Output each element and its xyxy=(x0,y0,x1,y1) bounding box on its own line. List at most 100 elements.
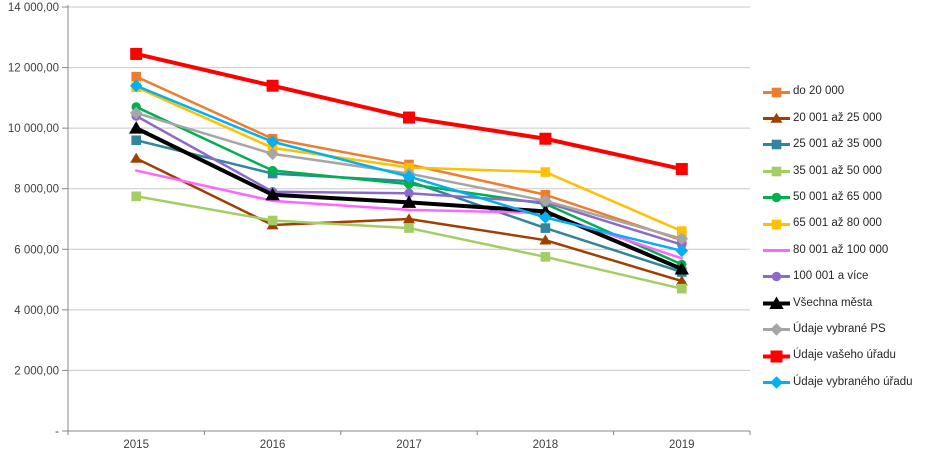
legend-label: 80 001 až 100 000 xyxy=(793,243,889,256)
data-point-35-001-a-50-000 xyxy=(267,215,278,226)
legend-marker-icon xyxy=(763,87,790,97)
legend-marker-icon xyxy=(763,296,790,309)
data-point-100-001-a-v-ce xyxy=(404,188,414,198)
data-point-daje-vybran-ho-adu xyxy=(129,79,143,93)
data-point-v-echna-m-sta xyxy=(674,261,689,275)
legend-marker xyxy=(771,140,782,150)
series-line-daje-va-eho-adu xyxy=(134,51,684,172)
data-point-65-001-a-80-000 xyxy=(677,226,687,236)
data-point-20-001-a-25-000 xyxy=(130,152,143,163)
legend-item-35-001-a-50-000[interactable]: 35 001 až 50 000 xyxy=(763,158,913,184)
legend-marker xyxy=(770,350,783,363)
data-point-50-001-a-65-000 xyxy=(267,165,278,176)
x-axis-label: 2015 xyxy=(123,439,149,451)
data-point-daje-va-eho-adu xyxy=(675,163,688,176)
data-point-daje-vybran-ps xyxy=(129,106,143,120)
legend-marker xyxy=(771,219,782,229)
legend-item-25-001-a-35-000[interactable]: 25 001 až 35 000 xyxy=(763,132,913,158)
data-point-daje-va-eho-adu xyxy=(266,79,279,92)
data-point-v-echna-m-sta xyxy=(129,121,144,134)
legend-item-daje-vybran-ps[interactable]: Údaje vybrané PS xyxy=(763,317,913,343)
data-point-20-001-a-25-000 xyxy=(675,275,688,286)
data-point-daje-vybran-ho-adu xyxy=(266,135,279,149)
legend-marker-icon xyxy=(763,272,790,282)
data-point-do-20-000 xyxy=(131,71,141,82)
legend-item-daje-va-eho-adu[interactable]: Údaje vašeho úřadu xyxy=(763,343,913,369)
y-axis-label: 8 000,00 xyxy=(14,184,59,196)
data-point-35-001-a-50-000 xyxy=(131,191,141,202)
legend-label: do 20 000 xyxy=(793,85,845,98)
legend-marker xyxy=(771,87,782,97)
legend-marker-icon xyxy=(763,112,790,123)
legend-label: 25 001 až 35 000 xyxy=(793,138,882,151)
legend-marker xyxy=(771,193,782,203)
y-axis-label: 2 000,00 xyxy=(14,365,59,377)
data-point-daje-vybran-ho-adu xyxy=(675,244,689,258)
x-axis-label: 2019 xyxy=(669,439,695,451)
data-point-daje-vybran-ps xyxy=(266,147,279,161)
legend-marker-icon xyxy=(763,140,790,150)
y-axis-label: 12 000,00 xyxy=(8,63,59,75)
legend-marker-icon xyxy=(763,350,790,363)
x-axis-label: 2017 xyxy=(396,439,422,451)
legend-marker-icon xyxy=(763,323,790,337)
data-point-50-001-a-65-000 xyxy=(404,179,414,189)
y-axis-label: 4 000,00 xyxy=(14,305,59,317)
data-point-daje-vybran-ho-adu xyxy=(402,170,416,183)
data-point-daje-va-eho-adu xyxy=(403,111,415,124)
legend-marker-icon xyxy=(763,166,790,177)
legend-item-80-001-a-100-000[interactable]: 80 001 až 100 000 xyxy=(763,237,913,263)
data-point-20-001-a-25-000 xyxy=(403,213,415,224)
legend-label: 100 001 a více xyxy=(793,270,869,283)
data-point-v-echna-m-sta xyxy=(265,187,280,201)
data-point-35-001-a-50-000 xyxy=(677,283,687,294)
legend-item-daje-vybran-ho-adu[interactable]: Údaje vybraného úřadu xyxy=(763,369,913,395)
legend-marker xyxy=(770,323,783,337)
y-axis-label: 10 000,00 xyxy=(8,123,59,135)
legend-marker xyxy=(771,166,782,177)
legend-marker xyxy=(770,376,783,389)
data-point-daje-vybran-ps xyxy=(675,232,689,245)
legend-marker-icon xyxy=(763,249,790,253)
legend-label: Údaje vybrané PS xyxy=(793,322,886,335)
legend-item-100-001-a-v-ce[interactable]: 100 001 a více xyxy=(763,264,913,290)
legend-marker xyxy=(771,272,782,282)
legend-label: 20 001 až 25 000 xyxy=(793,111,882,124)
chart-legend: do 20 000 20 001 až 25 000 25 001 až 35 00… xyxy=(763,79,913,396)
legend-marker-icon xyxy=(763,193,790,203)
y-axis-label: 6 000,00 xyxy=(14,244,59,256)
x-axis-label: 2016 xyxy=(260,439,286,451)
data-point-daje-vybran-ps xyxy=(539,194,552,208)
legend-label: 65 001 až 80 000 xyxy=(793,217,882,230)
data-point-daje-va-eho-adu xyxy=(539,132,552,145)
legend-item-50-001-a-65-000[interactable]: 50 001 až 65 000 xyxy=(763,185,913,211)
legend-marker-icon xyxy=(763,376,790,389)
legend-item-do-20-000[interactable]: do 20 000 xyxy=(763,79,913,105)
legend-marker-icon xyxy=(763,219,790,229)
y-axis-label: 14 000,00 xyxy=(8,2,59,14)
data-point-v-echna-m-sta xyxy=(538,204,553,217)
legend-label: Údaje vašeho úřadu xyxy=(793,349,896,362)
legend-marker xyxy=(770,112,783,123)
data-point-20-001-a-25-000 xyxy=(539,234,552,245)
legend-label: Všechna města xyxy=(793,296,873,309)
data-point-35-001-a-50-000 xyxy=(404,223,414,233)
data-point-v-echna-m-sta xyxy=(401,195,417,208)
legend-label: 35 001 až 50 000 xyxy=(793,164,882,177)
data-point-daje-va-eho-adu xyxy=(130,47,143,60)
data-point-daje-vybran-ho-adu xyxy=(539,211,552,224)
legend-item-v-echna-m-sta[interactable]: Všechna města xyxy=(763,290,913,316)
data-point-25-001-a-35-000 xyxy=(540,223,551,233)
legend-item-20-001-a-25-000[interactable]: 20 001 až 25 000 xyxy=(763,105,913,131)
legend-label: Údaje vybraného úřadu xyxy=(793,375,913,388)
x-axis-label: 2018 xyxy=(533,439,559,451)
data-point-25-001-a-35-000 xyxy=(131,135,141,146)
legend-item-65-001-a-80-000[interactable]: 65 001 až 80 000 xyxy=(763,211,913,237)
y-axis-label: - xyxy=(55,426,59,438)
legend-label: 50 001 až 65 000 xyxy=(793,191,882,203)
legend-marker xyxy=(769,296,784,309)
data-point-65-001-a-80-000 xyxy=(540,167,551,177)
data-point-35-001-a-50-000 xyxy=(540,252,551,262)
